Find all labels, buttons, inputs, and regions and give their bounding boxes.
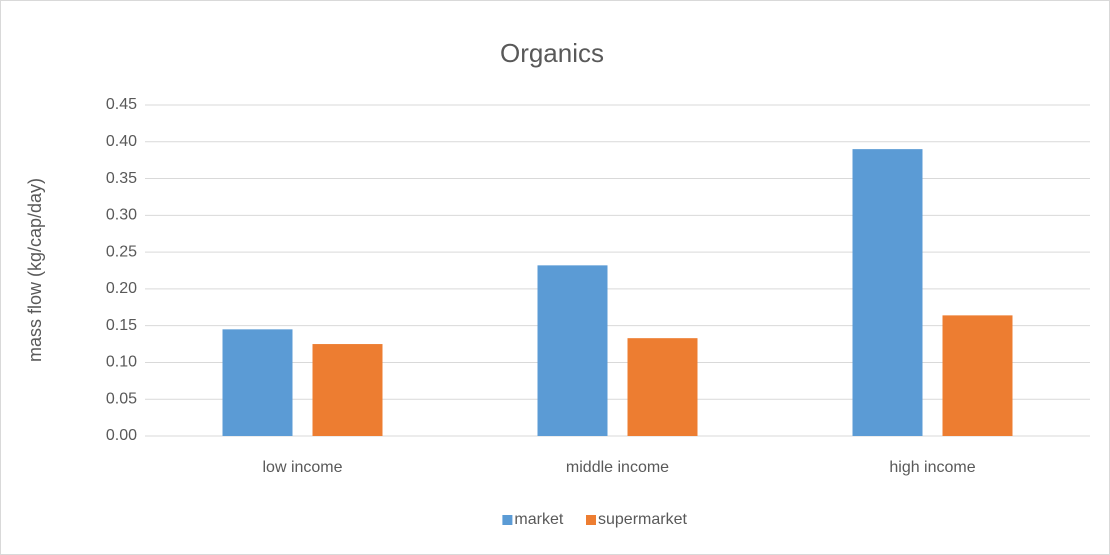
legend-swatch (586, 515, 596, 525)
y-tick-label: 0.25 (106, 243, 137, 260)
y-tick-label: 0.10 (106, 354, 137, 371)
y-tick-label: 0.20 (106, 280, 137, 297)
bar (537, 265, 608, 436)
y-tick-label: 0.05 (106, 390, 137, 407)
legend-label: supermarket (598, 511, 687, 528)
y-axis-label: mass flow (kg/cap/day) (25, 178, 45, 362)
legend-swatch (502, 515, 513, 525)
bar (852, 149, 923, 436)
bar (222, 329, 293, 436)
y-tick-label: 0.40 (106, 133, 137, 150)
bar (627, 338, 698, 436)
y-tick-label: 0.00 (106, 427, 137, 444)
bar (312, 344, 383, 436)
chart-title: Organics (500, 38, 604, 68)
legend-label: market (514, 511, 563, 528)
x-tick-label: low income (262, 459, 342, 476)
x-tick-label: middle income (566, 459, 669, 476)
y-tick-label: 0.35 (106, 170, 137, 187)
x-tick-label: high income (889, 459, 975, 476)
bar (942, 315, 1013, 436)
y-tick-label: 0.30 (106, 207, 137, 224)
y-tick-label: 0.45 (106, 96, 137, 113)
y-tick-label: 0.15 (106, 317, 137, 334)
